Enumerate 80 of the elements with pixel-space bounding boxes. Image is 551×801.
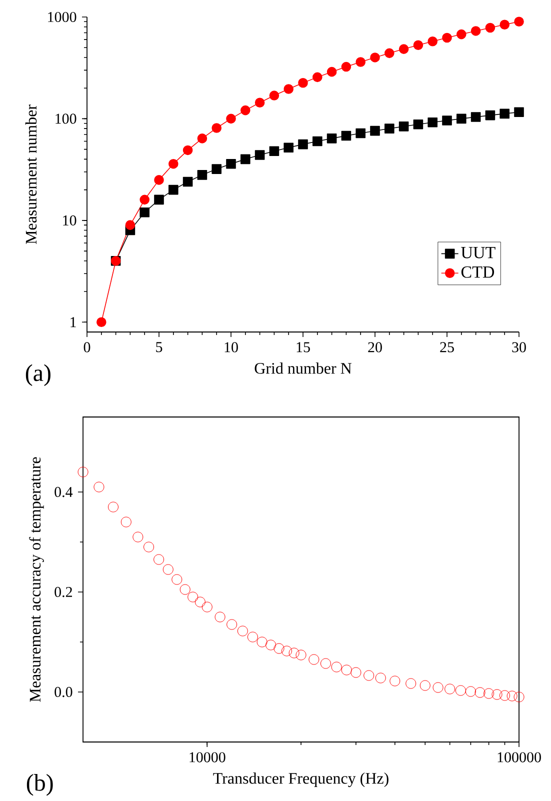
point bbox=[470, 112, 481, 122]
point bbox=[470, 26, 481, 36]
point bbox=[312, 136, 322, 146]
point bbox=[428, 36, 438, 46]
point bbox=[240, 105, 250, 116]
point bbox=[442, 116, 452, 126]
point bbox=[298, 139, 308, 150]
x-tick-label: 100000 bbox=[498, 752, 541, 762]
point bbox=[312, 72, 322, 82]
point bbox=[356, 128, 366, 138]
y-tick-label: 0.0 bbox=[54, 686, 72, 698]
point bbox=[197, 170, 208, 180]
point bbox=[269, 146, 280, 156]
point bbox=[500, 108, 510, 119]
y-axis-title: Measurement number bbox=[25, 104, 37, 244]
y-tick-label: 1000 bbox=[48, 12, 76, 22]
y-tick-label: 0.2 bbox=[54, 586, 72, 598]
point bbox=[456, 114, 466, 124]
point bbox=[341, 130, 352, 141]
x-tick-label: 0 bbox=[84, 342, 90, 352]
point bbox=[269, 90, 280, 100]
point bbox=[356, 57, 366, 67]
legend-label: UUT bbox=[461, 247, 496, 258]
text: (a) bbox=[26, 364, 50, 386]
point bbox=[413, 119, 424, 130]
point bbox=[168, 158, 178, 169]
point bbox=[398, 44, 409, 54]
point bbox=[140, 194, 150, 205]
y-tick-label: 1 bbox=[70, 317, 76, 328]
point bbox=[154, 175, 164, 185]
point bbox=[226, 114, 236, 124]
point bbox=[298, 78, 308, 88]
point bbox=[197, 134, 208, 144]
point bbox=[326, 134, 337, 144]
point bbox=[212, 123, 222, 133]
point bbox=[125, 220, 136, 230]
point bbox=[384, 48, 394, 58]
point bbox=[226, 158, 236, 169]
point bbox=[384, 124, 394, 134]
point bbox=[168, 184, 178, 195]
x-axis-title: Grid number N bbox=[254, 362, 352, 374]
x-tick-label: 10 bbox=[224, 342, 238, 352]
x-axis-title: Transducer Frequency (Hz) bbox=[213, 772, 388, 788]
legend-label: CTD bbox=[461, 266, 494, 278]
x-tick-label: 30 bbox=[512, 342, 526, 352]
point bbox=[240, 154, 250, 164]
point bbox=[254, 98, 265, 108]
point bbox=[398, 122, 409, 132]
point bbox=[456, 29, 466, 40]
point bbox=[326, 66, 337, 77]
point bbox=[284, 84, 294, 94]
x-tick-label: 10000 bbox=[190, 752, 226, 762]
point bbox=[182, 145, 193, 156]
x-tick-label: 25 bbox=[440, 342, 454, 352]
point bbox=[514, 107, 524, 118]
point bbox=[140, 207, 150, 218]
x-tick-label: 15 bbox=[296, 342, 310, 352]
point bbox=[500, 20, 510, 30]
point bbox=[370, 126, 380, 136]
point bbox=[485, 22, 496, 33]
y-tick-label: 10 bbox=[63, 215, 76, 226]
text: (b) bbox=[26, 774, 53, 796]
point bbox=[514, 16, 524, 27]
y-tick-label: 0.4 bbox=[54, 486, 73, 498]
point bbox=[154, 194, 164, 205]
point bbox=[370, 52, 380, 62]
point bbox=[284, 142, 294, 152]
point bbox=[212, 164, 222, 174]
point bbox=[413, 40, 424, 50]
x-tick-label: 20 bbox=[368, 342, 382, 352]
point bbox=[428, 117, 438, 128]
x-tick-label: 5 bbox=[156, 342, 162, 352]
point bbox=[485, 110, 496, 120]
point bbox=[96, 317, 106, 328]
point bbox=[341, 62, 352, 72]
point bbox=[442, 32, 452, 43]
y-axis-title: Measurement accuracy of temperature bbox=[29, 457, 44, 702]
point bbox=[182, 176, 193, 187]
point bbox=[254, 150, 265, 160]
y-tick-label: 100 bbox=[56, 114, 76, 124]
